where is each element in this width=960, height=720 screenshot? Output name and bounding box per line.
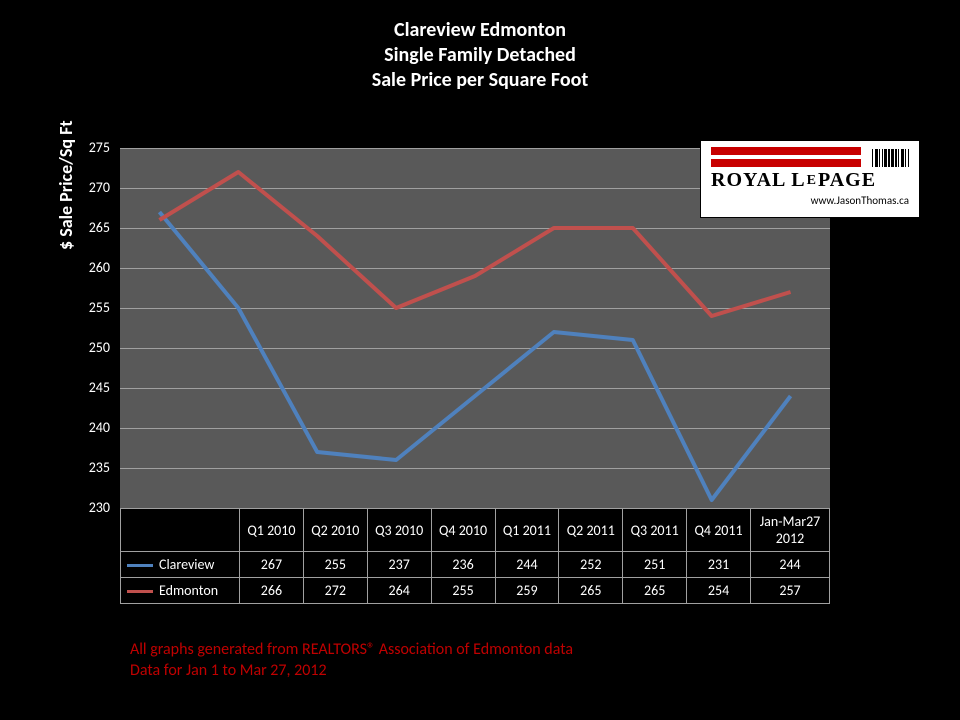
footnote: All graphs generated from REALTORS® Asso… [130,640,573,682]
y-tick-label: 260 [70,259,110,276]
y-tick-label: 255 [70,299,110,316]
legend-color-chip [127,564,153,567]
y-tick-label: 240 [70,419,110,436]
table-header-cell: Jan-Mar272012 [751,509,830,552]
y-tick-label: 235 [70,459,110,476]
table-header-cell: Q1 2010 [240,509,304,552]
table-cell: 231 [687,552,751,578]
table-cell: 244 [751,552,830,578]
table-cell: 237 [367,552,431,578]
barcode-icon [872,149,909,167]
royal-lepage-logo: ROYAL LEPAGE www.JasonThomas.ca [700,140,920,218]
title-line-3: Sale Price per Square Foot [0,68,960,93]
title-line-1: Clareview Edmonton [0,18,960,43]
gridline [120,508,830,509]
table-cell: 251 [623,552,687,578]
table-header-cell: Q2 2010 [303,509,367,552]
table-cell: 272 [303,578,367,604]
table-row: Edmonton266272264255259265265254257 [121,578,830,604]
table-cell: 255 [431,578,495,604]
y-tick-label: 275 [70,139,110,156]
data-table: Q1 2010Q2 2010Q3 2010Q4 2010Q1 2011Q2 20… [120,508,830,604]
table-cell: 252 [559,552,623,578]
y-tick-label: 245 [70,379,110,396]
table-cell: 265 [623,578,687,604]
table-corner-cell [121,509,240,552]
logo-brand-text: ROYAL LEPAGE [711,169,909,192]
table-cell: 257 [751,578,830,604]
y-tick-label: 230 [70,499,110,516]
y-tick-label: 265 [70,219,110,236]
table-cell: 264 [367,578,431,604]
table-cell: 265 [559,578,623,604]
chart-container: Clareview Edmonton Single Family Detache… [0,0,960,720]
table-cell: 236 [431,552,495,578]
footnote-line-1: All graphs generated from REALTORS® Asso… [130,640,573,661]
table-cell: 244 [495,552,559,578]
title-line-2: Single Family Detached [0,43,960,68]
table-header-cell: Q4 2011 [687,509,751,552]
table-row: Clareview267255237236244252251231244 [121,552,830,578]
series-line-edmonton [159,172,790,316]
legend-cell-clareview: Clareview [121,552,240,578]
table-cell: 255 [303,552,367,578]
table-header-cell: Q3 2011 [623,509,687,552]
table-cell: 266 [240,578,304,604]
y-tick-label: 250 [70,339,110,356]
table-header-cell: Q1 2011 [495,509,559,552]
table-cell: 267 [240,552,304,578]
series-line-clareview [159,212,790,500]
logo-url: www.JasonThomas.ca [811,194,909,207]
table-header-cell: Q4 2010 [431,509,495,552]
table-header-cell: Q3 2010 [367,509,431,552]
legend-cell-edmonton: Edmonton [121,578,240,604]
table-cell: 259 [495,578,559,604]
chart-title: Clareview Edmonton Single Family Detache… [0,18,960,93]
y-tick-label: 270 [70,179,110,196]
legend-color-chip [127,590,153,593]
table-header-row: Q1 2010Q2 2010Q3 2010Q4 2010Q1 2011Q2 20… [121,509,830,552]
table-header-cell: Q2 2011 [559,509,623,552]
table-cell: 254 [687,578,751,604]
footnote-line-2: Data for Jan 1 to Mar 27, 2012 [130,661,573,682]
